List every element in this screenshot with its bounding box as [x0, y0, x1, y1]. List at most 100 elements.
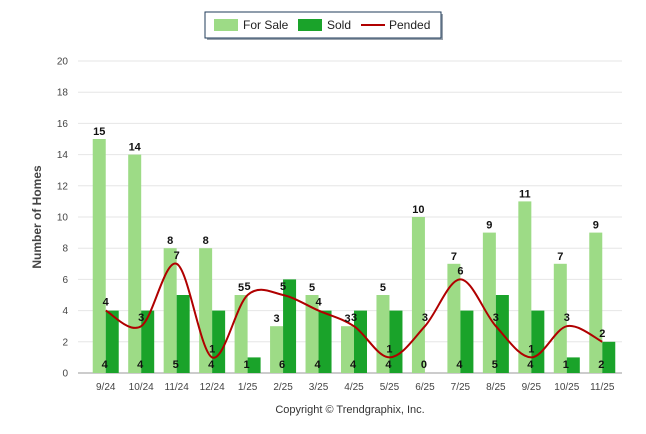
bar-sold [354, 310, 367, 373]
y-axis-label: Number of Homes [30, 165, 44, 269]
x-tick-label: 3/25 [309, 382, 329, 393]
bar-sold [460, 310, 474, 373]
pended-series-line [105, 262, 603, 359]
label-sold: 2 [598, 359, 604, 371]
label-for-sale: 11 [519, 188, 531, 200]
y-tick-label: 16 [57, 119, 69, 130]
y-tick-label: 2 [62, 337, 68, 348]
label-pended: 6 [457, 265, 463, 277]
x-tick-label: 10/25 [554, 382, 579, 393]
label-sold: 4 [137, 359, 144, 371]
y-tick-label: 4 [62, 306, 68, 317]
x-tick-label: 1/25 [238, 382, 258, 393]
x-tick-label: 10/24 [129, 382, 154, 393]
x-tick-label: 4/25 [344, 382, 364, 393]
label-sold: 4 [102, 359, 109, 371]
bar-for-sale [128, 154, 142, 373]
label-for-sale: 5 [380, 282, 386, 294]
bar-for-sale [589, 232, 603, 373]
x-tick-label: 9/25 [522, 382, 542, 393]
bar-for-sale [270, 326, 284, 373]
bar-for-sale [411, 217, 425, 373]
y-tick-label: 8 [62, 244, 68, 255]
y-tick-label: 18 [57, 88, 69, 99]
x-tick-label: 6/25 [415, 382, 435, 393]
label-pended: 3 [351, 312, 357, 324]
label-for-sale: 3 [274, 313, 280, 325]
y-tick-label: 0 [62, 369, 68, 380]
label-pended: 4 [315, 297, 322, 309]
bar-sold [247, 357, 261, 373]
label-pended: 3 [422, 312, 428, 324]
bars [92, 139, 616, 373]
label-sold: 4 [314, 359, 321, 371]
x-tick-label: 5/25 [380, 382, 400, 393]
x-tick-label: 12/24 [200, 382, 225, 393]
label-for-sale: 8 [167, 235, 173, 247]
x-axis-ticks: 9/24 10/24 11/24 12/24 1/25 2/25 3/25 4/25 5/25 6… [96, 382, 615, 393]
label-pended: 2 [599, 328, 605, 340]
copyright: Copyright © Trendgraphix, Inc. [275, 404, 424, 416]
label-sold: 4 [456, 359, 463, 371]
label-pended: 7 [174, 250, 180, 262]
label-for-sale: 7 [451, 251, 457, 263]
label-sold: 4 [208, 359, 215, 371]
bar-for-sale [341, 326, 354, 373]
y-axis-ticks: 0 2 4 6 8 10 12 14 16 18 20 [57, 57, 69, 380]
label-for-sale: 7 [557, 251, 563, 263]
label-pended: 4 [103, 297, 110, 309]
y-tick-label: 14 [57, 150, 69, 161]
label-pended: 5 [280, 281, 286, 293]
pended-line [105, 262, 603, 359]
legend-swatch-for-sale [214, 19, 238, 31]
y-tick-label: 12 [57, 181, 69, 192]
legend-label-for-sale: For Sale [243, 18, 289, 32]
bar-sold [176, 295, 190, 373]
bar-for-sale [163, 248, 177, 373]
label-pended: 1 [209, 343, 215, 355]
label-for-sale: 5 [309, 282, 315, 294]
label-sold: 1 [244, 359, 250, 371]
label-sold: 4 [350, 359, 357, 371]
label-for-sale: 14 [129, 142, 142, 154]
bar-sold [566, 357, 580, 373]
bar-for-sale [553, 263, 567, 373]
x-tick-label: 7/25 [451, 382, 471, 393]
y-tick-label: 10 [57, 213, 69, 224]
legend-label-sold: Sold [327, 18, 351, 32]
legend-label-pended: Pended [389, 18, 430, 32]
x-tick-label: 9/24 [96, 382, 116, 393]
legend: For Sale Sold Pended [204, 11, 443, 40]
label-for-sale: 9 [593, 220, 599, 232]
label-for-sale: 10 [412, 204, 424, 216]
bar-sold [318, 310, 332, 373]
label-sold: 5 [492, 359, 498, 371]
bar-for-sale [518, 201, 532, 373]
bar-for-sale [92, 139, 106, 373]
bar-sold [141, 310, 155, 373]
label-pended: 1 [386, 343, 392, 355]
label-pended: 3 [493, 312, 499, 324]
x-tick-label: 11/24 [165, 382, 190, 393]
label-for-sale: 5 [238, 282, 244, 294]
label-pended: 1 [528, 343, 534, 355]
bar-sold [602, 341, 616, 373]
y-tick-label: 20 [57, 57, 69, 68]
label-for-sale: 15 [93, 126, 105, 138]
y-tick-label: 6 [62, 275, 68, 286]
bar-sold [105, 310, 119, 373]
label-sold: 6 [279, 359, 285, 371]
x-tick-label: 8/25 [486, 382, 506, 393]
bar-for-sale [305, 295, 319, 373]
label-pended: 3 [564, 312, 570, 324]
label-for-sale: 9 [486, 220, 492, 232]
label-pended: 5 [245, 281, 251, 293]
label-for-sale: 3 [344, 313, 350, 325]
label-sold: 5 [173, 359, 179, 371]
bar-for-sale [447, 263, 461, 373]
bar-for-sale [482, 232, 496, 373]
x-tick-label: 11/25 [590, 382, 615, 393]
label-sold: 4 [385, 359, 392, 371]
label-sold: 1 [563, 359, 569, 371]
